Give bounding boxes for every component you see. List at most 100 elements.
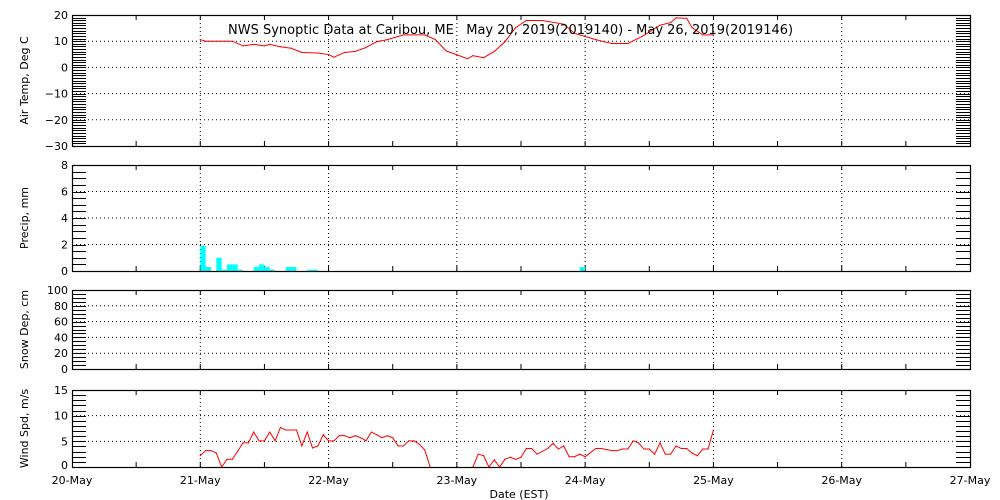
data-point (199, 455, 201, 457)
data-point (349, 437, 351, 439)
panel-snow-dep: 100 80 60 40 20 0 Snow Dep, cm (18, 284, 972, 376)
y-tick-label: 10 (54, 410, 68, 423)
y-tick-label: 0 (61, 363, 68, 376)
x-tick-label: 23-May (436, 474, 477, 487)
data-point (258, 440, 260, 442)
chart-title: NWS Synoptic Data at Caribou, ME May 20,… (228, 23, 793, 38)
data-point (205, 40, 207, 42)
x-axis-label: Date (EST) (489, 488, 548, 500)
y-tick-label: 20 (54, 347, 68, 360)
data-point (691, 26, 693, 29)
data-point (279, 46, 282, 48)
data-point (563, 445, 565, 447)
data-point (215, 452, 217, 454)
data-point (696, 455, 698, 457)
x-tick-label: 22-May (308, 474, 349, 487)
data-line (199, 426, 431, 469)
data-point (413, 440, 415, 442)
data-point (210, 449, 212, 452)
y-axis-label: Air Temp, Deg C (18, 36, 31, 125)
data-point (675, 445, 677, 447)
data-point (568, 456, 570, 458)
data-point (279, 426, 282, 429)
data-point (670, 453, 672, 455)
data-point (515, 26, 517, 29)
y-tick-label: 0 (61, 265, 68, 278)
data-point (702, 448, 704, 450)
data-point (659, 24, 661, 26)
data-point (520, 456, 522, 458)
panel-frame (71, 14, 972, 148)
precip-bar (579, 267, 586, 271)
precip-bar (259, 264, 265, 271)
data-point (306, 431, 308, 433)
data-point (333, 56, 335, 58)
data-point (493, 459, 495, 461)
data-point (253, 431, 255, 433)
x-tick-label: 24-May (565, 474, 606, 487)
data-point (381, 437, 383, 439)
precip-bar (285, 267, 292, 271)
data-point (664, 453, 666, 455)
y-tick-label: 2 (61, 239, 68, 252)
data-point (686, 447, 688, 450)
data-point (295, 429, 298, 431)
data-point (466, 58, 469, 60)
data-point (707, 448, 709, 450)
data-point (242, 442, 244, 444)
data-point (354, 50, 356, 53)
y-tick-label: 60 (54, 316, 68, 329)
y-tick-label: 15 (54, 384, 68, 397)
data-point (659, 442, 661, 444)
data-point (525, 447, 527, 450)
data-point (424, 449, 426, 451)
data-point (205, 449, 207, 452)
y-tick-label: −20 (45, 114, 68, 127)
data-point (418, 443, 421, 446)
data-point (311, 447, 314, 449)
data-point (643, 34, 645, 37)
data-point (712, 429, 715, 431)
data-point (702, 34, 704, 36)
data-point (675, 17, 677, 19)
data-point (199, 39, 201, 41)
data-point (231, 40, 233, 42)
data-point (637, 442, 640, 444)
data-point (424, 34, 426, 36)
data-point (301, 51, 303, 54)
data-point (344, 51, 346, 54)
data-point (333, 440, 335, 442)
data-point (322, 434, 324, 436)
data-point (285, 429, 287, 431)
data-point (402, 34, 405, 36)
data-point (408, 440, 410, 442)
data-point (376, 41, 378, 43)
y-tick-label: 0 (61, 459, 68, 472)
data-point (573, 32, 576, 34)
data-point (579, 453, 581, 455)
data-point (290, 47, 292, 49)
y-tick-label: 4 (61, 212, 68, 225)
panel-wind-spd: 15 10 5 0 Wind Spd, m/s (18, 384, 972, 472)
data-point (445, 50, 447, 52)
precip-bar (205, 267, 211, 271)
y-tick-label: 20 (54, 9, 68, 22)
precip-bar (291, 267, 297, 271)
precip-bar (264, 267, 270, 271)
data-point (504, 458, 506, 460)
data-point (482, 455, 485, 457)
precip-bar (307, 269, 313, 271)
data-point (573, 456, 576, 458)
y-axis-label: Snow Dep, cm (18, 290, 31, 369)
data-point (274, 440, 276, 442)
data-point (376, 434, 378, 436)
data-point (680, 447, 682, 450)
y-tick-label: 10 (54, 35, 68, 48)
data-point (434, 39, 437, 41)
data-point (621, 448, 624, 450)
y-tick-label: −30 (45, 140, 68, 153)
data-point (392, 437, 394, 439)
y-tick-label: 100 (47, 284, 68, 297)
data-point (600, 447, 602, 450)
data-point (552, 442, 554, 444)
